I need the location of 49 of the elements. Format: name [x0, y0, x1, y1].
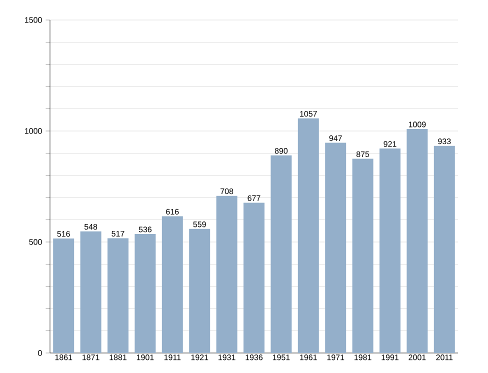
data-label: 548 — [84, 224, 98, 230]
data-label: 921 — [384, 141, 396, 147]
data-label: 516 — [57, 231, 70, 237]
y-tick-label: 1000 — [25, 128, 42, 134]
x-tick-label: 1971 — [327, 354, 344, 360]
x-tick-label: 1911 — [164, 354, 181, 360]
data-label: 890 — [274, 148, 288, 154]
data-label: 1009 — [408, 122, 426, 128]
bar — [244, 202, 264, 353]
x-tick-label: 1951 — [272, 354, 290, 360]
x-tick-label: 1901 — [136, 354, 154, 360]
data-label: 933 — [438, 138, 451, 144]
y-tick-label: 0 — [38, 350, 42, 356]
bar — [298, 118, 319, 353]
y-tick-label: 500 — [29, 239, 42, 245]
bar — [270, 155, 292, 353]
y-tick-label: 1500 — [25, 17, 42, 23]
bar — [380, 148, 400, 353]
bar — [134, 234, 156, 353]
bar — [108, 238, 128, 353]
bar — [325, 142, 346, 353]
data-label: 536 — [138, 226, 152, 232]
data-label: 708 — [220, 188, 234, 194]
x-tick-label: 1961 — [300, 354, 317, 360]
bar — [216, 196, 238, 353]
bar — [80, 231, 102, 353]
data-label: 875 — [356, 151, 370, 158]
bar — [434, 146, 455, 353]
x-tick-label: 1881 — [110, 354, 127, 360]
data-label: 1057 — [300, 110, 317, 117]
x-tick-label: 1921 — [191, 354, 208, 360]
x-tick-label: 1861 — [55, 354, 72, 360]
bar — [352, 158, 374, 353]
data-label: 559 — [193, 222, 206, 228]
data-label: 677 — [248, 195, 260, 202]
x-tick-label: 1936 — [246, 354, 263, 360]
x-tick-label: 1991 — [382, 354, 399, 360]
bar — [162, 216, 183, 353]
data-label: 947 — [329, 135, 342, 142]
x-tick-label: 2011 — [436, 354, 453, 360]
x-tick-label: 1981 — [354, 354, 372, 360]
x-tick-label: 1931 — [218, 354, 236, 360]
data-label: 517 — [112, 230, 124, 237]
x-tick-label: 2001 — [408, 354, 426, 360]
x-tick-label: 1871 — [82, 354, 100, 360]
bar — [189, 228, 210, 353]
bar — [53, 238, 74, 353]
bar — [406, 129, 428, 353]
data-label: 616 — [166, 208, 179, 215]
